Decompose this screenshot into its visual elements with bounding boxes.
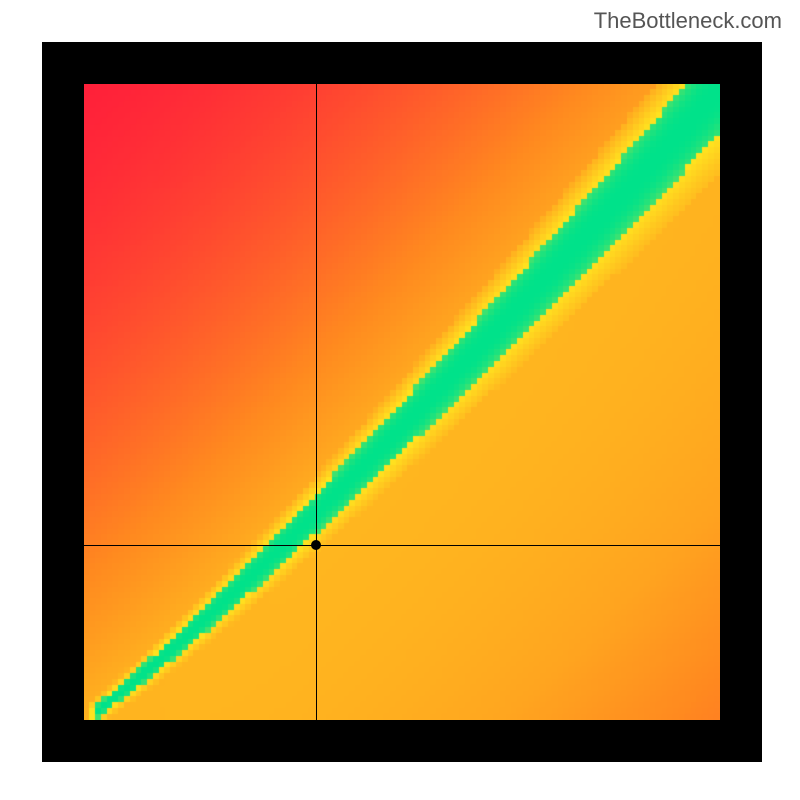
crosshair-vertical	[316, 84, 317, 720]
heatmap-canvas	[84, 84, 720, 720]
plot-frame	[42, 42, 762, 762]
chart-container: TheBottleneck.com	[0, 0, 800, 800]
crosshair-horizontal	[84, 545, 720, 546]
watermark-text: TheBottleneck.com	[594, 8, 782, 34]
marker-dot	[311, 540, 321, 550]
